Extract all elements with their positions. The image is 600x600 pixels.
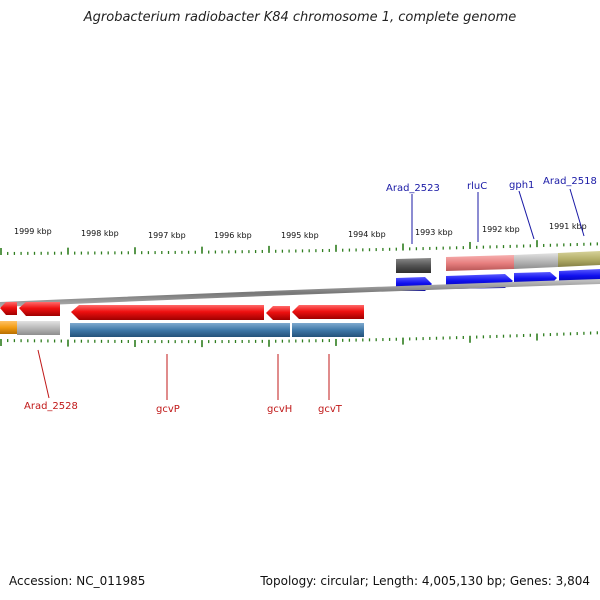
gene-label-gcvp: gcvP	[156, 404, 180, 415]
band-gcvp-gcvh	[70, 323, 290, 337]
scale-label-1998: 1998 kbp	[81, 229, 119, 238]
gene-gcvt	[292, 305, 364, 319]
gene-label-rluc: rluC	[467, 181, 487, 192]
leader-arad2528	[37, 349, 50, 399]
scale-label-1996: 1996 kbp	[214, 231, 252, 240]
gene-label-gph1: gph1	[509, 180, 534, 191]
scale-labels: 1999 kbp 1998 kbp 1997 kbp 1996 kbp 1995…	[14, 222, 587, 240]
outer-tick-ruler	[0, 240, 598, 255]
map-title: Agrobacterium radiobacter K84 chromosome…	[83, 10, 517, 25]
scale-label-1991: 1991 kbp	[549, 222, 587, 231]
scale-label-1995: 1995 kbp	[281, 231, 319, 240]
band-gph1	[514, 253, 558, 269]
scale-label-1993: 1993 kbp	[415, 228, 453, 237]
leader-arad2518	[569, 188, 585, 237]
leader-gph1	[518, 190, 535, 240]
scale-label-1992: 1992 kbp	[482, 225, 520, 234]
band-arad2529	[0, 321, 17, 334]
genome-backbone	[0, 279, 600, 307]
reverse-genes	[0, 302, 364, 320]
band-rluc	[446, 255, 514, 271]
gene-label-arad2528: Arad_2528	[24, 401, 78, 412]
accession-text: Accession: NC_011985	[9, 574, 146, 588]
topology-text: Topology: circular; Length: 4,005,130 bp…	[260, 574, 590, 588]
gene-labels-top: Arad_2523 rluC gph1 Arad_2518	[386, 176, 597, 194]
band-arad2518	[558, 251, 600, 267]
gene-labels-bottom: Arad_2528 gcvP gcvH gcvT	[24, 401, 343, 415]
gene-gcvh	[266, 306, 290, 320]
band-gcvt	[292, 323, 364, 337]
gene-label-arad2523: Arad_2523	[386, 183, 440, 194]
scale-label-1994: 1994 kbp	[348, 230, 386, 239]
inner-tick-ruler	[0, 331, 598, 348]
gene-arad2529	[0, 302, 17, 315]
band-arad2523	[396, 258, 431, 273]
scale-label-1999: 1999 kbp	[14, 227, 52, 236]
gene-gcvp	[71, 305, 264, 320]
band-arad2528	[17, 321, 60, 335]
leader-lines	[37, 188, 585, 400]
gene-label-gcvh: gcvH	[267, 404, 292, 415]
gene-label-gcvt: gcvT	[318, 404, 343, 415]
gene-arad2528	[19, 302, 60, 316]
gene-label-arad2518: Arad_2518	[543, 176, 597, 187]
scale-label-1997: 1997 kbp	[148, 231, 186, 240]
upper-category-bands	[396, 251, 600, 273]
lower-category-bands	[0, 321, 364, 337]
